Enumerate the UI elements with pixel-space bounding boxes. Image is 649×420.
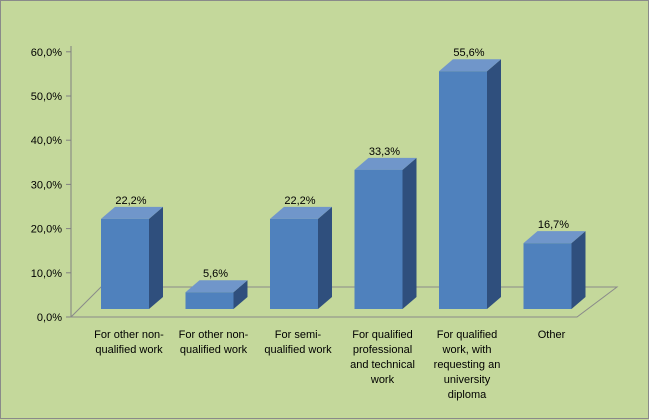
bar-side — [487, 59, 501, 309]
category-label: Other — [538, 329, 566, 341]
category-label-line: For semi- — [275, 329, 322, 341]
category-label-line: requesting an — [434, 359, 501, 371]
data-label: 16,7% — [538, 219, 569, 231]
category-label-line: For qualified — [352, 329, 413, 341]
category-label-line: qualified work — [95, 344, 163, 356]
data-label: 22,2% — [284, 195, 315, 207]
bar-top — [185, 280, 248, 293]
category-label-line: qualified work — [180, 344, 248, 356]
y-tick-label: 30,0% — [31, 179, 62, 191]
bars — [101, 59, 586, 309]
data-label: 55,6% — [453, 47, 484, 59]
y-tick-label: 20,0% — [31, 224, 62, 236]
bar-side — [571, 231, 586, 309]
bar-top — [270, 206, 332, 219]
y-tick-label: 40,0% — [31, 135, 62, 147]
bar-front — [523, 243, 572, 309]
bar — [523, 231, 586, 309]
bar-front — [185, 292, 234, 309]
bar-top — [354, 157, 417, 170]
bar-top — [523, 231, 586, 244]
category-label-line: and technical — [350, 359, 415, 371]
bar-front — [439, 71, 487, 309]
category-label: For semi-qualified work — [264, 329, 332, 356]
data-label: 22,2% — [115, 195, 146, 207]
category-label-line: professional — [353, 344, 412, 356]
chart-floor — [69, 286, 619, 318]
bar — [439, 59, 501, 309]
floor-plane — [69, 286, 619, 318]
y-tick-label: 0,0% — [37, 312, 62, 324]
category-label-line: Other — [538, 329, 566, 341]
category-label: For qualified work, with requesting an univ… — [434, 329, 501, 401]
category-label: For other non-qualified work — [179, 329, 249, 356]
bar-side — [402, 157, 417, 309]
category-label-line: For other non- — [179, 329, 249, 341]
bar-side — [318, 206, 332, 309]
labels: 22,2% For other non-qualified work 5,6% For… — [94, 47, 569, 401]
data-label: 33,3% — [369, 146, 400, 158]
bar — [101, 206, 163, 309]
y-tick-label: 60,0% — [31, 47, 62, 59]
category-label-line: For other non- — [94, 329, 164, 341]
bar-side — [149, 206, 163, 309]
category-label-line: work — [370, 374, 395, 386]
category-label-line: work, with — [442, 344, 492, 356]
bar-top — [439, 59, 501, 72]
category-label: For qualified professional and technical wo… — [350, 329, 415, 386]
bar-front — [270, 218, 318, 309]
axes: 0,0% 10,0% 20,0% 30,0% 40,0% 50,0% 60,0% — [31, 46, 72, 324]
bar — [270, 206, 332, 309]
bar-front — [101, 218, 149, 309]
category-label-line: diploma — [448, 389, 487, 401]
category-label-line: For qualified — [437, 329, 498, 341]
category-label-line: university — [444, 374, 491, 386]
category-label: For other non-qualified work — [94, 329, 164, 356]
bar-side — [233, 280, 248, 309]
data-label: 5,6% — [203, 268, 228, 280]
bar-front — [354, 169, 403, 309]
category-label-line: qualified work — [264, 344, 332, 356]
bar — [354, 157, 417, 309]
bar — [185, 280, 248, 309]
y-tick-label: 50,0% — [31, 91, 62, 103]
y-tick-label: 10,0% — [31, 268, 62, 280]
bar-top — [101, 206, 163, 219]
